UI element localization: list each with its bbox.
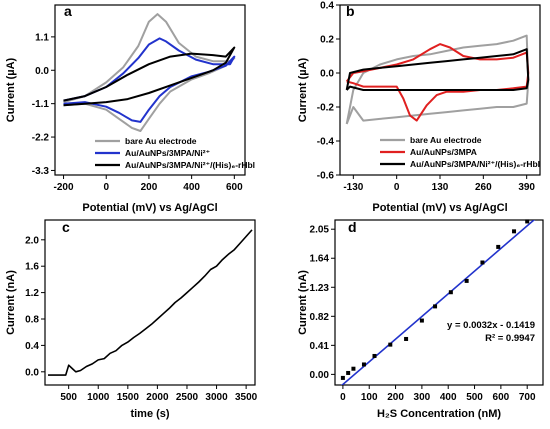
y-tick-label: 2.0	[25, 235, 39, 246]
x-axis-title: Potential (mV) vs Ag/AgCl	[82, 202, 217, 214]
data-point	[512, 229, 517, 234]
y-tick-label: 0.0	[25, 367, 39, 378]
y-tick-label: -1.1	[32, 99, 50, 110]
x-tick-label: 300	[414, 392, 431, 403]
data-point	[419, 318, 424, 323]
plot-frame	[44, 219, 256, 386]
y-tick-label: 0.00	[310, 370, 330, 381]
data-point	[388, 342, 393, 347]
data-point	[525, 219, 530, 224]
x-tick-label: 600	[226, 182, 243, 193]
series-line-0	[48, 229, 253, 376]
data-point	[361, 362, 366, 367]
y-tick-label: 0.82	[310, 312, 330, 323]
data-point	[346, 370, 351, 375]
x-tick-label: 3500	[235, 392, 258, 403]
x-tick-label: 400	[440, 392, 457, 403]
x-tick-label: 500	[60, 392, 77, 403]
fit-annotation: R² = 0.9947	[485, 333, 535, 344]
data-point	[372, 353, 377, 358]
x-tick-label: -130	[343, 182, 363, 193]
panel-letter-b: b	[346, 3, 355, 19]
y-tick-label: 1.2	[25, 288, 39, 299]
x-tick-label: 200	[387, 392, 404, 403]
x-tick-label: 2000	[146, 392, 169, 403]
x-tick-label: 600	[493, 392, 510, 403]
series-line-2	[63, 46, 236, 107]
panel-d: d 0 100 200 300 400 500 600 700 0.00 0.41 0.82 1.23…	[297, 219, 544, 420]
y-axis-title: Current (µA)	[5, 57, 17, 122]
x-tick-label: 2500	[176, 392, 199, 403]
plot-frame	[334, 219, 544, 386]
y-tick-label: 1.6	[25, 262, 39, 273]
x-tick-label: 0	[103, 182, 109, 193]
series-line-1	[63, 37, 236, 123]
legend-label: bare Au electrode	[410, 135, 482, 145]
y-axis-title: Current (nA)	[297, 270, 309, 335]
legend-label: Au/AuNPs/3MPA/Ni²⁺/(His)₆-rHbl	[410, 159, 540, 169]
data-point	[433, 304, 438, 309]
y-tick-label: -0.6	[317, 171, 335, 182]
legend-label: Au/AuNPs/3MPA/Ni²⁺	[125, 148, 210, 158]
panel-c: c 500 1000 1500 2000 2500 3000 3500 0.0 0.4 0.8 1.…	[5, 219, 258, 420]
data-point	[464, 278, 469, 283]
y-tick-label: 2.05	[310, 225, 330, 236]
x-tick-label: 200	[141, 182, 158, 193]
x-tick-label: 100	[361, 392, 378, 403]
plot-frame	[54, 4, 246, 176]
data-point	[340, 375, 345, 380]
y-axis-title: Current (µA)	[297, 57, 309, 122]
x-tick-label: 1500	[117, 392, 140, 403]
x-tick-label: 130	[432, 182, 449, 193]
panel-letter-c: c	[62, 219, 70, 235]
data-point	[351, 366, 356, 371]
data-point	[448, 290, 453, 295]
x-axis-title: Potential (mV) vs Ag/AgCl	[372, 202, 507, 214]
y-tick-label: 0.4	[320, 1, 334, 12]
x-tick-label: -200	[54, 182, 74, 193]
x-axis-title: time (s)	[130, 408, 169, 420]
data-point	[496, 244, 501, 249]
x-axis-title: H₂S Concentration (nM)	[377, 408, 501, 420]
x-tick-label: 0	[340, 392, 346, 403]
fit-line	[341, 220, 536, 385]
panel-b: b -130 0 130 260 390 0.4 0.2 0.0 -0.2 -0.4 -0.6 Pot…	[297, 1, 541, 214]
series-line-0	[345, 34, 530, 125]
y-tick-label: -0.2	[317, 103, 335, 114]
y-axis-title: Current (nA)	[5, 270, 17, 335]
series-line-2	[345, 48, 530, 91]
legend-label: bare Au electrode	[125, 136, 197, 146]
x-tick-label: 700	[519, 392, 536, 403]
y-tick-label: 0.0	[35, 66, 49, 77]
x-tick-label: 400	[183, 182, 200, 193]
y-tick-label: 1.64	[310, 254, 330, 265]
x-tick-label: 0	[394, 182, 400, 193]
x-tick-label: 260	[475, 182, 492, 193]
data-point	[480, 260, 485, 265]
x-tick-label: 500	[466, 392, 483, 403]
y-tick-label: -3.3	[32, 166, 50, 177]
y-tick-label: 0.8	[25, 315, 39, 326]
fit-annotation: y = 0.0032x - 0.1419	[447, 320, 535, 331]
y-tick-label: -2.2	[32, 133, 50, 144]
y-tick-label: 0.4	[25, 341, 39, 352]
panel-a: a -200 0 200 400 600 1.1 0.0 -1.1 -2.2 -3.3 Potent…	[5, 3, 255, 214]
x-tick-label: 390	[518, 182, 535, 193]
y-tick-label: 0.0	[320, 69, 334, 80]
panel-letter-d: d	[348, 219, 357, 235]
x-tick-label: 1000	[87, 392, 110, 403]
y-tick-label: 1.23	[310, 283, 330, 294]
x-tick-label: 3000	[205, 392, 228, 403]
y-tick-label: 0.41	[310, 341, 330, 352]
data-point	[404, 336, 409, 341]
legend-label: Au/AuNPs/3MPA/Ni²⁺/(His)₆-rHbl	[125, 160, 255, 170]
panel-letter-a: a	[64, 3, 72, 19]
legend-label: Au/AuNPs/3MPA	[410, 147, 477, 157]
y-tick-label: -0.4	[317, 137, 335, 148]
y-tick-label: 1.1	[35, 32, 49, 43]
y-tick-label: 0.2	[320, 35, 334, 46]
